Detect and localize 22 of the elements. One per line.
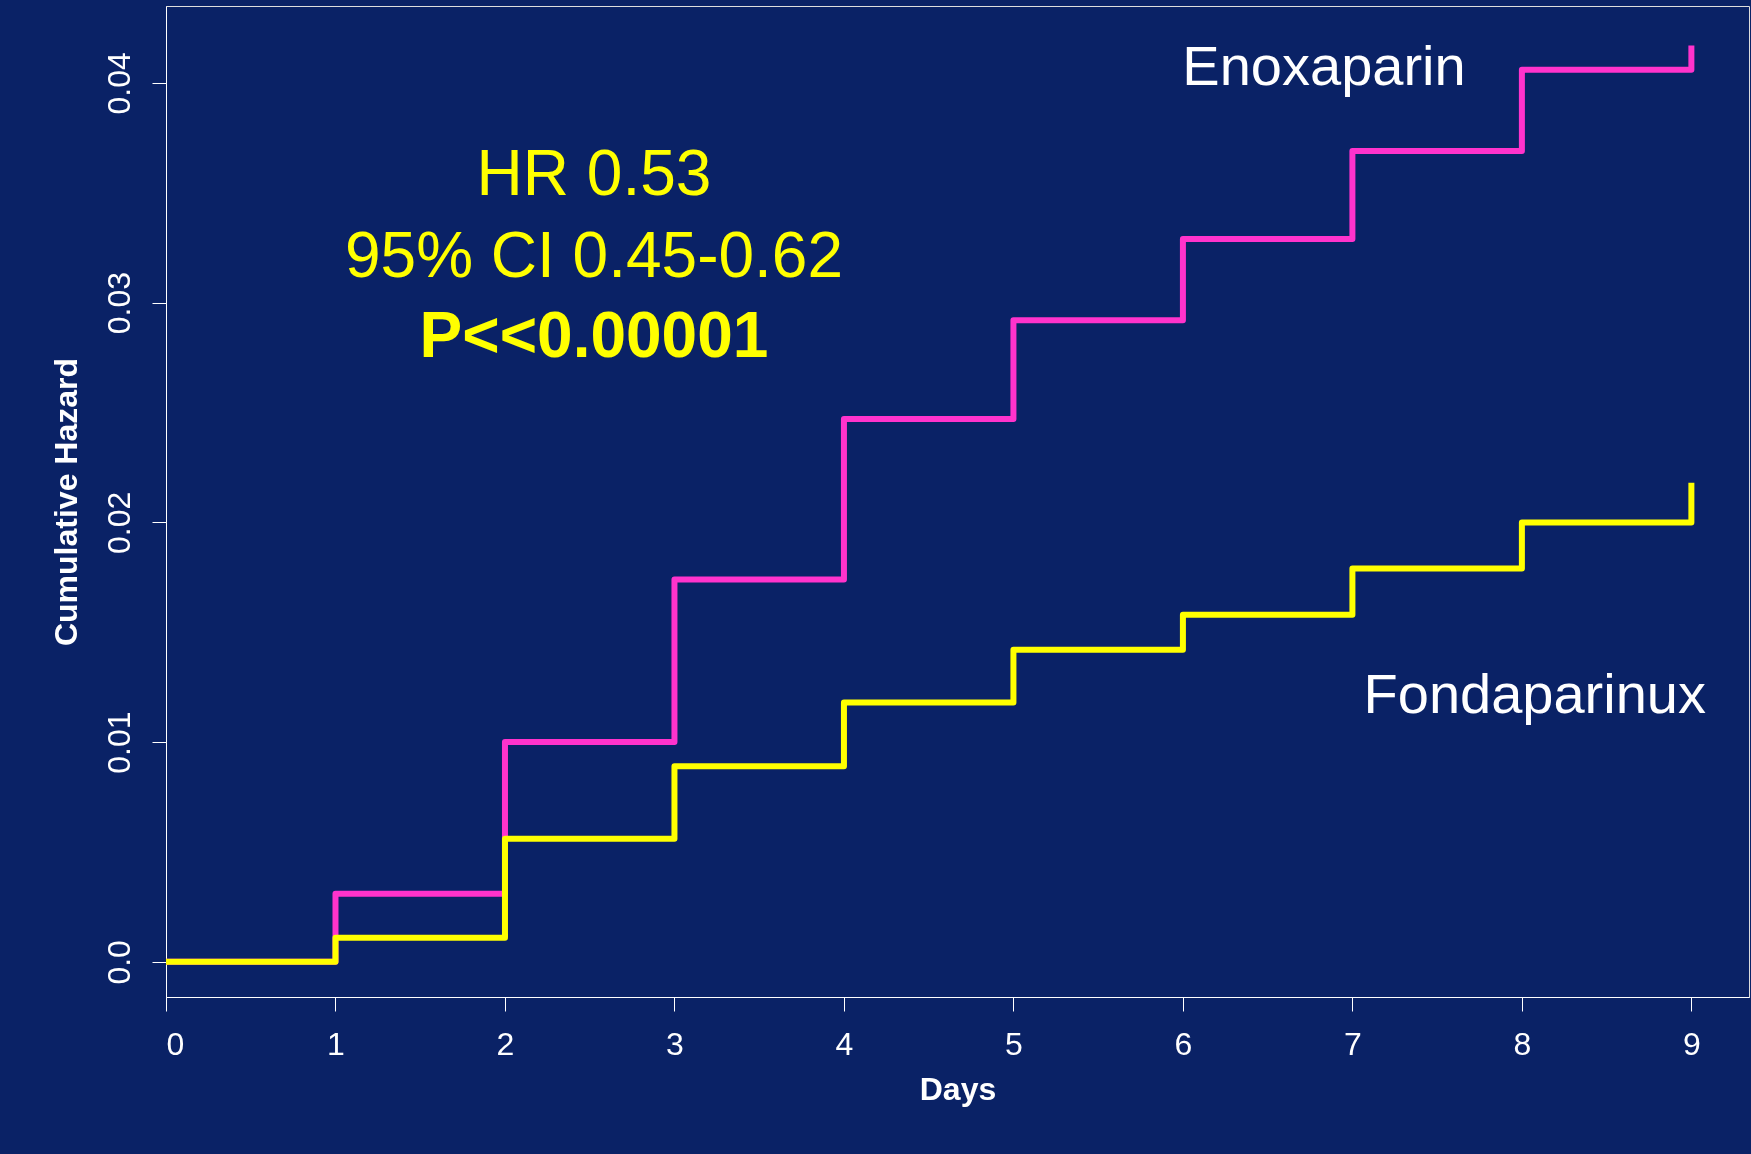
y-tick-label: 0.01 bbox=[100, 711, 137, 774]
y-tick-label: 0.03 bbox=[100, 272, 137, 335]
annotation: 95% CI 0.45-0.62 bbox=[344, 219, 844, 291]
y-tick-label: 0.04 bbox=[100, 52, 137, 115]
x-tick-label: 0 bbox=[166, 1025, 185, 1062]
series-label: Fondaparinux bbox=[1363, 662, 1706, 725]
x-tick-label: 2 bbox=[496, 1025, 515, 1062]
x-tick-label: 9 bbox=[1682, 1025, 1701, 1062]
x-tick-label: 5 bbox=[1005, 1025, 1023, 1062]
x-tick-label: 7 bbox=[1344, 1025, 1362, 1062]
annotation: HR 0.53 bbox=[476, 137, 712, 209]
y-axis-title: Cumulative Hazard bbox=[47, 357, 84, 647]
y-tick-label: 0.0 bbox=[100, 940, 137, 985]
x-tick-label: 1 bbox=[327, 1025, 345, 1062]
series-label: Enoxaparin bbox=[1182, 34, 1466, 97]
x-tick-label: 3 bbox=[666, 1025, 684, 1062]
y-tick-label: 0.02 bbox=[100, 491, 137, 555]
x-tick-label: 6 bbox=[1174, 1025, 1193, 1062]
x-tick-label: 8 bbox=[1513, 1025, 1532, 1062]
x-tick-label: 4 bbox=[835, 1025, 854, 1062]
x-axis-title: Days bbox=[919, 1070, 997, 1107]
annotation: P<<0.00001 bbox=[419, 299, 769, 371]
